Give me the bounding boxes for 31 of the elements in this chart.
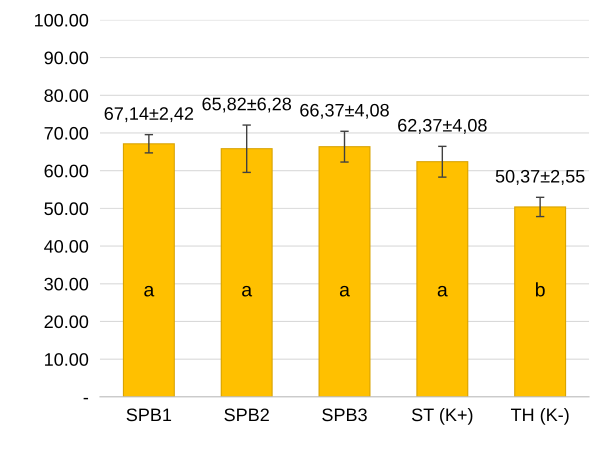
annotation: a [340,286,350,297]
data-label: 67,14±2,42 [104,107,194,122]
annotation: a [144,286,154,297]
y-tick-label: 70.00 [44,126,88,140]
y-tick-label: 50.00 [44,202,88,216]
y-tick-label: 80.00 [44,89,88,102]
bar [122,143,175,397]
annotation: a [242,286,252,297]
data-label: 65,82±6,28 [202,98,292,113]
data-label: 62,37±4,08 [398,118,487,134]
y-tick-label: 20.00 [44,315,88,328]
x-tick-label: SPB3 [322,408,367,422]
y-tick-label: 90.00 [44,52,88,64]
data-label: 66,37±4,08 [300,104,389,119]
y-tick-label: 60.00 [44,164,88,178]
bar [318,146,370,397]
x-tick-label: ST (K+) [412,408,472,425]
y-tick-label: 10.00 [45,353,88,366]
bar [514,206,566,397]
y-tick-label: 30.00 [44,278,88,290]
x-tick-label: TH (K-) [510,408,569,425]
bar [416,161,468,397]
bar [220,148,273,397]
y-tick-label: 40.00 [44,240,88,253]
annotation: a [438,286,448,297]
x-tick-label: SPB2 [224,408,269,422]
y-tick-label: 100.00 [35,14,88,27]
y-tick-label: - [84,398,88,400]
x-tick-label: SPB1 [126,408,172,422]
data-label: 50,37±2,55 [496,170,585,185]
annotation: b [536,282,545,297]
